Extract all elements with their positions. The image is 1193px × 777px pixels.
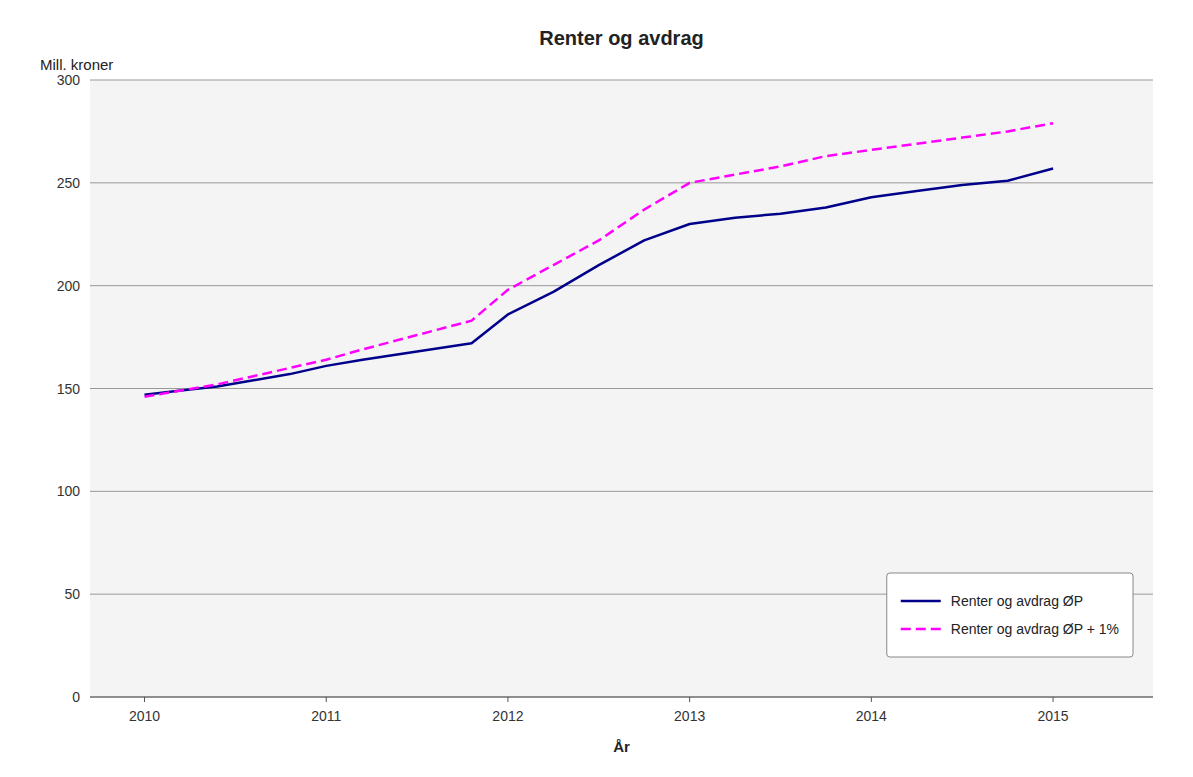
x-tick-label: 2012 xyxy=(492,708,523,724)
y-tick-label: 200 xyxy=(57,278,81,294)
x-tick xyxy=(507,697,508,702)
y-tick-label: 100 xyxy=(57,483,81,499)
x-tick-label: 2011 xyxy=(311,708,341,724)
x-axis-label: År xyxy=(613,738,630,755)
legend-swatch xyxy=(901,600,941,603)
legend-label: Renter og avdrag ØP xyxy=(951,593,1083,609)
title: Renter og avdrag xyxy=(539,27,703,49)
x-tick-label: 2015 xyxy=(1037,708,1068,724)
series-line xyxy=(145,168,1054,394)
x-tick xyxy=(689,697,690,702)
x-tick-label: 2010 xyxy=(129,708,160,724)
legend-label: Renter og avdrag ØP + 1% xyxy=(951,621,1119,637)
grid-line xyxy=(90,697,1153,698)
lines xyxy=(145,123,1054,397)
y-tick-label: 0 xyxy=(72,689,80,705)
grid-line xyxy=(90,80,1153,81)
plot-area xyxy=(90,80,1153,697)
chart: Renter og avdrag 0 50 100 150 200 250 300 2010 20… xyxy=(0,0,1193,777)
series-line xyxy=(145,123,1054,397)
legend: Renter og avdrag ØP Renter og avdrag ØP +… xyxy=(887,573,1133,657)
y-tick-label: 300 xyxy=(57,72,81,88)
x-tick xyxy=(144,697,145,702)
y-tick-label: 50 xyxy=(64,586,80,602)
x-tick xyxy=(326,697,327,702)
x-tick xyxy=(871,697,872,702)
y-tick-label: 150 xyxy=(57,381,81,397)
x-tick xyxy=(1053,697,1054,702)
legend-swatch xyxy=(901,628,941,631)
x-axis-line xyxy=(90,697,1153,698)
grid-line xyxy=(90,491,1153,492)
y-tick-label: 250 xyxy=(57,175,81,191)
x-tick-label: 2014 xyxy=(856,708,887,724)
grid-line xyxy=(90,285,1153,286)
legend-box xyxy=(887,573,1133,657)
grid-line xyxy=(90,388,1153,389)
y-axis-label: Mill. kroner xyxy=(40,56,113,73)
x-tick-label: 2013 xyxy=(674,708,705,724)
